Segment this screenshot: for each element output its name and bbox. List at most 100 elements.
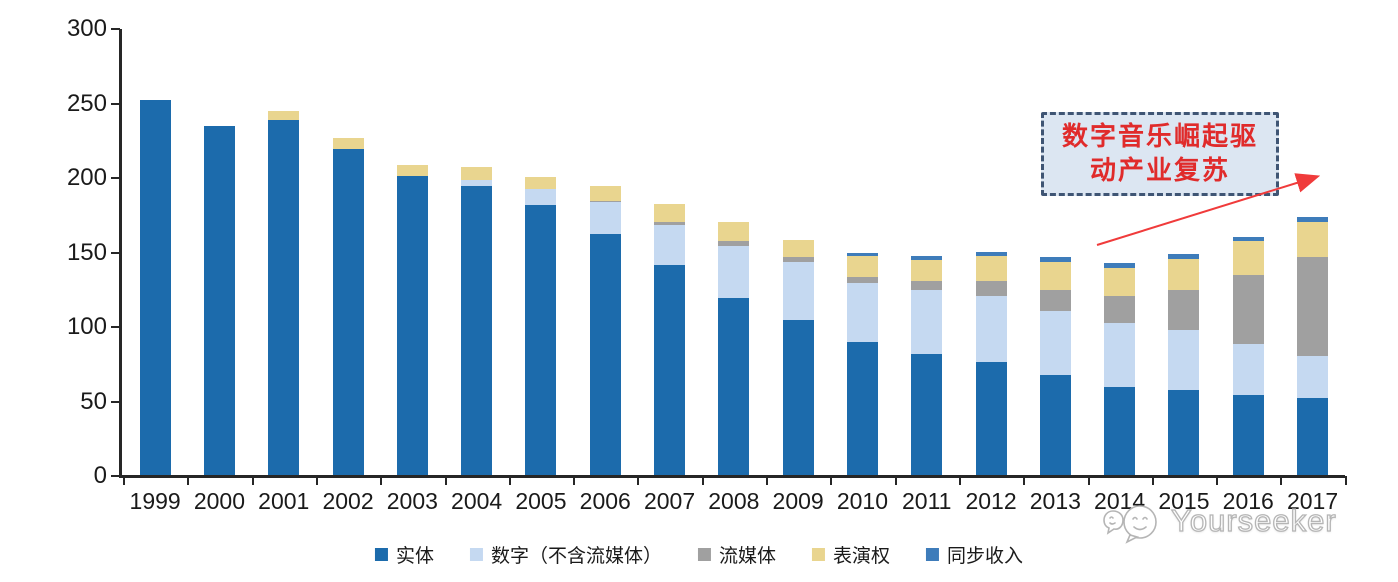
bar-segment-数字（不含流媒体）-2017	[1297, 355, 1329, 398]
bar-segment-实体-2003	[396, 175, 428, 475]
bar-segment-流媒体-2007	[654, 221, 686, 225]
x-tick	[508, 476, 511, 485]
bar-segment-表演权-2013	[1039, 261, 1071, 291]
bar-segment-同步收入-2012	[975, 251, 1007, 256]
x-axis-label: 2011	[902, 488, 952, 514]
bar-segment-表演权-2003	[396, 165, 428, 176]
bar-segment-表演权-2014	[1104, 267, 1136, 297]
x-axis-label: 2002	[322, 488, 374, 514]
bar-segment-流媒体-2012	[975, 281, 1007, 297]
watermark: Yourseeker	[1103, 497, 1337, 545]
legend-item: 流媒体	[697, 541, 776, 568]
bar-segment-实体-2010	[846, 342, 878, 475]
x-axis-label: 2006	[579, 488, 631, 514]
bar-segment-实体-2016	[1232, 394, 1264, 475]
bar-segment-实体-2012	[975, 361, 1007, 475]
x-axis-label: 2000	[193, 488, 246, 514]
bar-segment-实体-2008	[718, 297, 750, 475]
legend-item: 数字（不含流媒体）	[469, 541, 662, 568]
y-axis-label: 250	[66, 89, 107, 117]
bar-segment-表演权-2006	[589, 185, 621, 201]
y-tick	[111, 326, 120, 328]
bar-segment-实体-2015	[1168, 390, 1200, 475]
x-tick	[637, 476, 640, 485]
bar-segment-实体-2007	[654, 264, 686, 475]
legend-label: 数字（不含流媒体）	[490, 546, 662, 567]
y-axis-label: 200	[66, 164, 107, 191]
x-tick	[1023, 476, 1026, 485]
x-axis-label: 2013	[1029, 488, 1081, 514]
bar-segment-同步收入-2013	[1039, 257, 1071, 262]
x-axis-label: 2012	[965, 488, 1017, 514]
bar-segment-数字（不含流媒体）-2004	[461, 179, 493, 186]
y-axis-label: 150	[66, 238, 107, 266]
bar-segment-数字（不含流媒体）-2005	[525, 188, 557, 206]
x-axis-label: 2005	[515, 488, 567, 514]
annotation-line1: 数字音乐崛起驱	[1061, 122, 1258, 152]
bar-segment-实体-2006	[589, 233, 621, 475]
bar-segment-表演权-2017	[1297, 221, 1329, 258]
bar-segment-实体-2011	[911, 354, 943, 475]
bar-segment-数字（不含流媒体）-2013	[1039, 311, 1071, 376]
bar-segment-实体-1999	[139, 99, 171, 475]
bar-segment-数字（不含流媒体）-2016	[1232, 343, 1264, 395]
bar-segment-流媒体-2011	[911, 281, 943, 291]
x-tick	[187, 476, 190, 485]
legend-swatch-icon	[926, 548, 940, 561]
bar-segment-流媒体-2008	[718, 241, 750, 246]
x-axis-label: 1999	[129, 488, 181, 514]
bar-segment-流媒体-2016	[1232, 275, 1264, 344]
annotation-line2: 动产业复苏	[1089, 156, 1230, 186]
x-axis-label: 2001	[258, 488, 310, 514]
legend-swatch-icon	[812, 548, 826, 561]
x-tick	[1087, 476, 1090, 485]
bar-segment-数字（不含流媒体）-2015	[1168, 330, 1200, 391]
bar-segment-流媒体-2010	[846, 276, 878, 283]
x-tick	[1216, 476, 1219, 485]
bar-segment-表演权-2007	[654, 203, 686, 222]
bar-segment-流媒体-2015	[1168, 290, 1200, 331]
y-axis-label: 300	[66, 15, 107, 42]
x-axis-label: 2003	[386, 488, 438, 514]
y-axis-label: 50	[80, 387, 107, 415]
bar-segment-表演权-2015	[1168, 258, 1200, 291]
bar-segment-同步收入-2016	[1232, 236, 1264, 242]
bar-segment-同步收入-2014	[1104, 263, 1136, 268]
legend-label: 表演权	[833, 546, 891, 567]
x-tick	[766, 476, 768, 485]
y-tick	[111, 475, 120, 477]
legend-swatch-icon	[469, 548, 483, 561]
y-axis	[119, 29, 122, 476]
bar-segment-数字（不含流媒体）-2012	[975, 296, 1007, 362]
y-tick	[111, 400, 120, 403]
bar-segment-表演权-2005	[525, 177, 557, 189]
bar-segment-数字（不含流媒体）-2006	[589, 202, 621, 234]
bar-segment-实体-2013	[1039, 375, 1071, 475]
x-tick	[1151, 476, 1154, 485]
bar-segment-表演权-2008	[718, 221, 750, 242]
bar-segment-表演权-2012	[975, 255, 1007, 282]
x-tick	[315, 476, 318, 485]
annotation-arrow	[1096, 173, 1321, 246]
bar-segment-数字（不含流媒体）-2009	[782, 261, 814, 321]
bar-segment-实体-2009	[782, 320, 814, 475]
x-tick	[380, 476, 383, 485]
bar-segment-流媒体-2009	[782, 257, 814, 262]
x-axis-label: 2017	[1286, 488, 1339, 514]
bar-segment-流媒体-2006	[589, 200, 621, 203]
x-axis-label: 2008	[708, 488, 760, 514]
bar-segment-表演权-2009	[782, 239, 814, 258]
bar-segment-表演权-2004	[461, 166, 493, 180]
bar-segment-实体-2004	[461, 185, 493, 475]
bar-segment-实体-2002	[332, 148, 364, 475]
bar-segment-实体-2005	[525, 205, 557, 475]
x-axis	[119, 475, 1345, 478]
annotation-callout: 数字音乐崛起驱 动产业复苏	[1041, 112, 1279, 196]
bar-segment-同步收入-2017	[1297, 217, 1329, 222]
x-tick	[573, 476, 576, 485]
bar-segment-表演权-2016	[1232, 241, 1264, 276]
x-tick	[444, 476, 447, 485]
bar-segment-流媒体-2013	[1039, 290, 1071, 312]
bar-segment-数字（不含流媒体）-2014	[1104, 323, 1136, 388]
